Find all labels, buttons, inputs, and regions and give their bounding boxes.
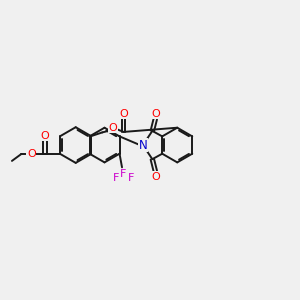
Text: O: O [152,109,160,118]
Text: O: O [27,149,36,159]
Text: F: F [112,173,119,183]
Text: F: F [120,169,126,179]
Text: O: O [152,172,160,182]
Text: F: F [128,173,134,183]
Text: O: O [119,109,128,118]
Text: O: O [109,123,117,133]
Text: O: O [40,130,49,141]
Text: N: N [139,139,147,152]
